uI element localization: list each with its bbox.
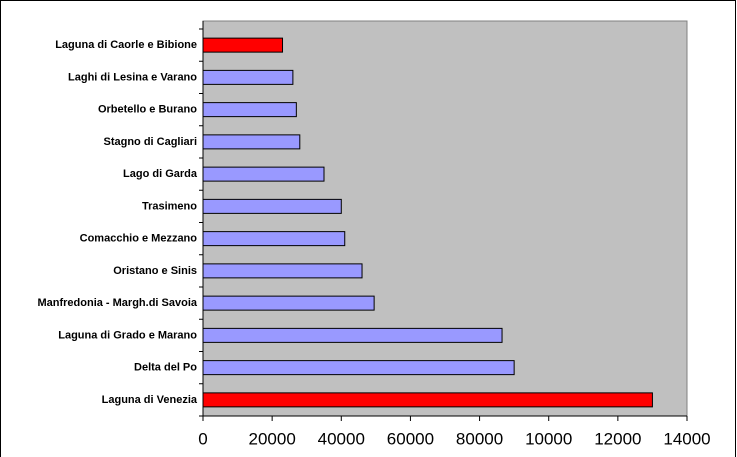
y-tick-label: Manfredonia - Margh.di Savoia — [37, 297, 197, 309]
x-tick-label: 14000 — [663, 429, 710, 448]
x-tick-label: 80000 — [456, 429, 503, 448]
bar — [202, 231, 346, 247]
y-tick-label: Laguna di Caorle e Bibione — [55, 39, 197, 51]
bar — [202, 37, 284, 53]
y-tick-label: Delta del Po — [134, 362, 197, 374]
y-tick-label: Oristano e Sinis — [113, 265, 197, 277]
y-tick-label: Stagno di Cagliari — [103, 136, 197, 148]
bar — [202, 327, 503, 343]
x-tick-label: 12000 — [594, 429, 641, 448]
bar — [202, 166, 325, 182]
bar — [202, 102, 297, 118]
bar — [202, 69, 294, 85]
bar — [202, 263, 363, 279]
bar — [202, 198, 342, 214]
bar — [202, 134, 301, 150]
y-tick-label: Laguna di Venezia — [102, 394, 198, 406]
y-tick-label: Lago di Garda — [123, 168, 198, 180]
y-tick-label: Comacchio e Mezzano — [80, 233, 198, 245]
bar — [202, 295, 375, 311]
x-tick-label: 10000 — [525, 429, 572, 448]
bar — [202, 360, 515, 376]
y-tick-label: Laghi di Lesina e Varano — [68, 71, 197, 83]
y-tick-label: Orbetello e Burano — [98, 104, 197, 116]
x-tick-label: 60000 — [387, 429, 434, 448]
x-tick-label: 20000 — [249, 429, 296, 448]
x-tick-label: 40000 — [318, 429, 365, 448]
x-tick-label: 0 — [198, 429, 207, 448]
bar — [202, 392, 653, 408]
y-tick-label: Trasimeno — [142, 200, 197, 212]
y-tick-label: Laguna di Grado e Marano — [58, 329, 197, 341]
